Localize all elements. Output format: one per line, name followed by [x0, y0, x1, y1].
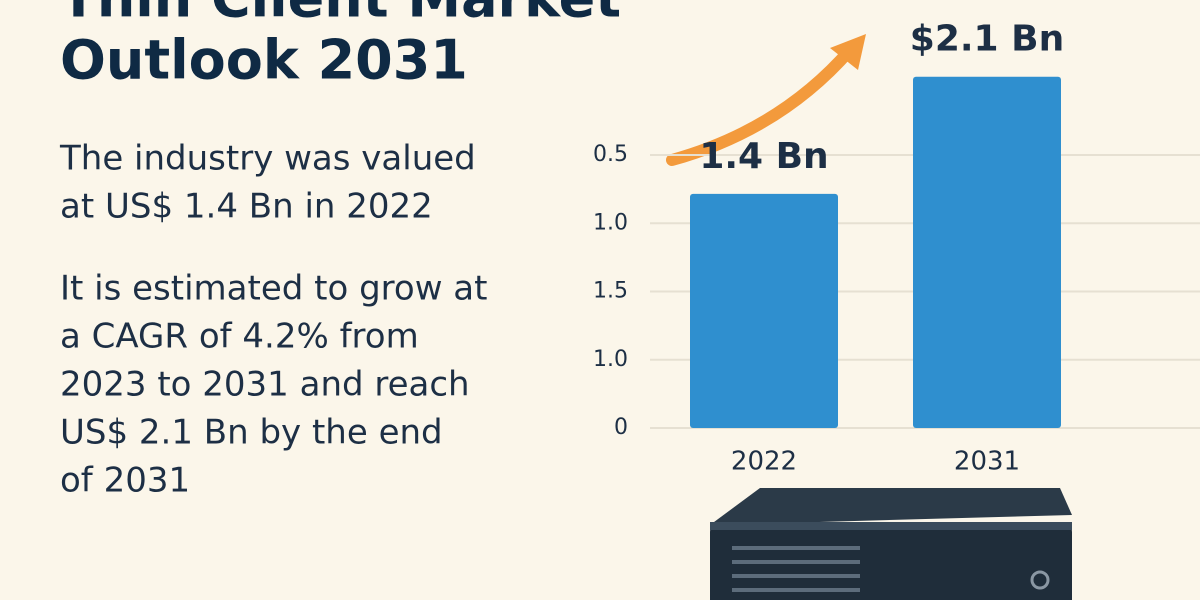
bar	[913, 76, 1061, 429]
y-tick-label: 0.5	[593, 142, 628, 167]
device	[710, 488, 1072, 600]
value-label: 1.4 Bn	[699, 136, 828, 177]
y-tick-label: 1.5	[593, 279, 628, 304]
body-text: at US$ 1.4 Bn in 2022	[60, 187, 433, 227]
y-tick-label: 1.0	[593, 347, 628, 372]
title-line: Thin Client Market	[60, 0, 621, 30]
body-text: of 2031	[60, 461, 190, 501]
body-text: US$ 2.1 Bn by the end	[60, 413, 443, 453]
body-text: 2023 to 2031 and reach	[60, 365, 470, 405]
title-line: Outlook 2031	[60, 29, 468, 92]
bar	[690, 193, 838, 428]
y-tick-label: 1.0	[593, 210, 628, 235]
body-text: It is estimated to grow at	[60, 269, 487, 309]
y-tick-label: 0	[614, 415, 628, 440]
arrow-head	[830, 34, 866, 70]
body-text: The industry was valued	[59, 139, 476, 179]
x-tick-label: 2031	[954, 447, 1020, 477]
x-tick-label: 2022	[731, 447, 797, 477]
value-label: $2.1 Bn	[910, 19, 1064, 60]
body-text: a CAGR of 4.2% from	[60, 317, 419, 357]
growth-arrow	[666, 44, 856, 166]
